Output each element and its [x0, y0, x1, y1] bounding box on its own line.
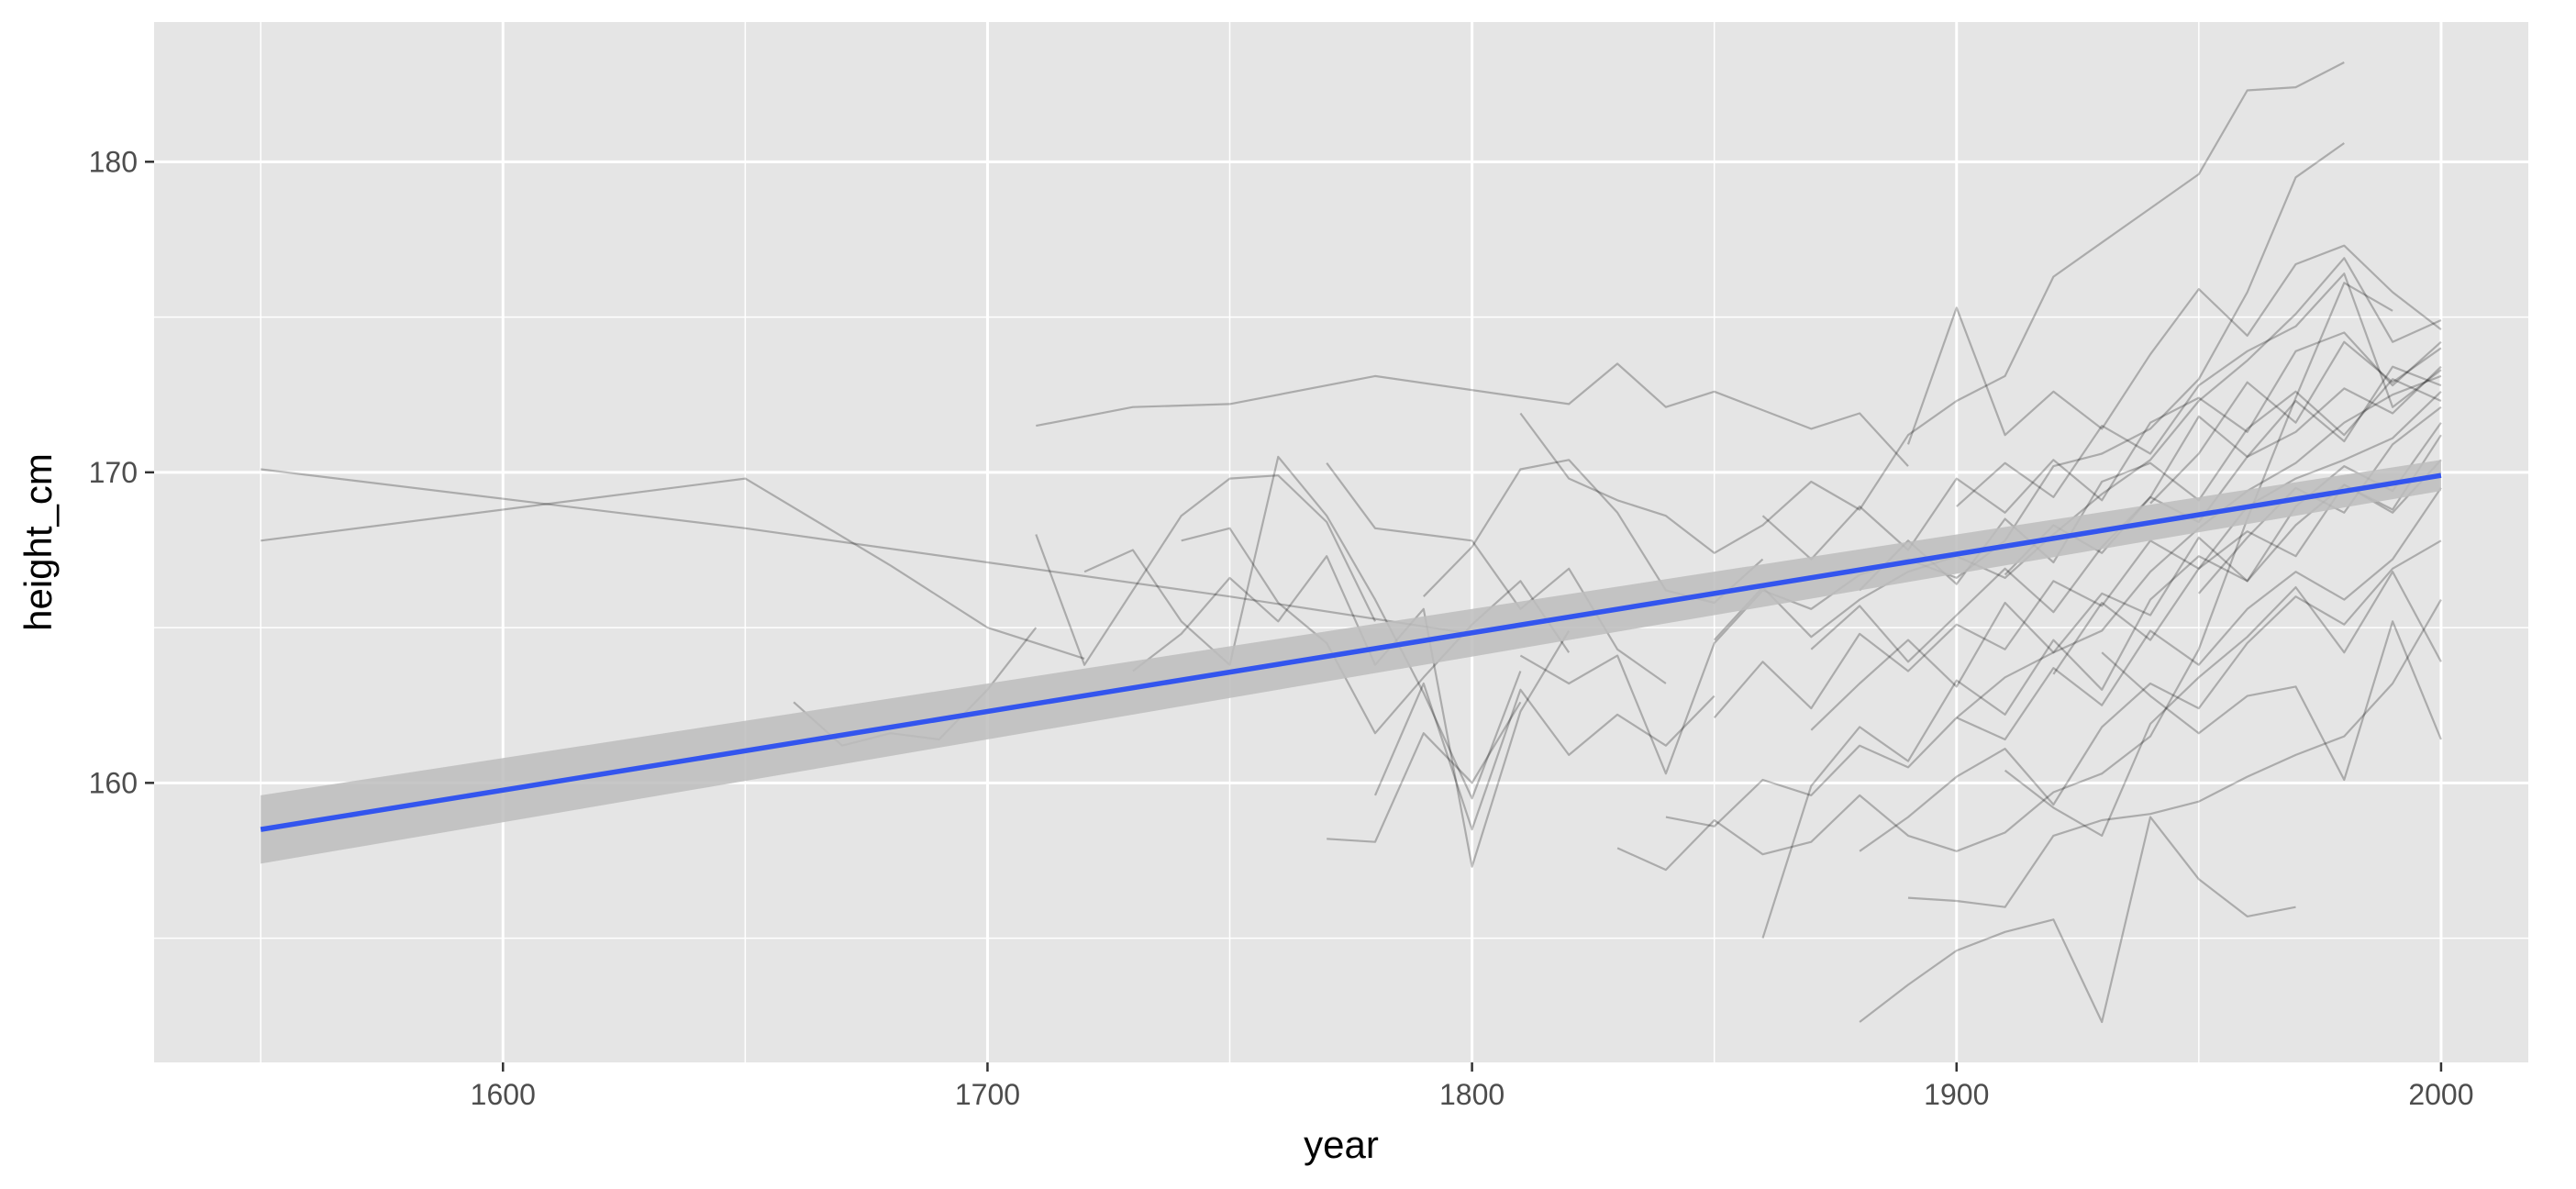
x-tick-label: 1800	[1439, 1078, 1505, 1111]
series-line	[1327, 701, 1522, 843]
y-tick-labels: 160 170 180	[89, 145, 138, 799]
series-line	[1859, 539, 2442, 852]
series-line	[2004, 571, 2442, 838]
y-tick-label: 180	[89, 145, 138, 178]
series-line	[1906, 244, 2442, 445]
series-line	[1616, 282, 2393, 872]
series-line	[1956, 487, 2442, 741]
series-line	[1036, 362, 1909, 467]
trend-line	[260, 472, 2442, 832]
series-line	[1859, 816, 2296, 1024]
x-tick-label: 1600	[471, 1078, 536, 1111]
minor-gridlines	[154, 22, 2528, 1062]
series-line	[1665, 374, 2442, 828]
trend-layer	[260, 460, 2442, 864]
series-line	[1326, 462, 1667, 684]
x-tick-labels: 1600 1700 1800 1900 2000	[471, 1078, 2474, 1111]
x-tick-label: 1900	[1924, 1078, 1989, 1111]
axis-ticks	[145, 161, 2443, 1072]
series-line	[1907, 599, 2442, 908]
x-axis-title: year	[1304, 1123, 1379, 1166]
x-tick-label: 2000	[2408, 1078, 2473, 1111]
series-line	[1519, 61, 2345, 554]
series-line	[1083, 455, 1522, 800]
series-line	[1713, 257, 2442, 641]
series-line	[1181, 527, 1571, 735]
x-tick-label: 1700	[955, 1078, 1020, 1111]
series-line	[261, 477, 1085, 660]
series-line	[1373, 682, 1715, 831]
series-line	[1859, 378, 2442, 592]
series-line	[2149, 340, 2442, 505]
series-line	[1713, 391, 2442, 719]
series-line	[1132, 555, 1571, 868]
y-tick-label: 160	[89, 766, 138, 799]
series-line	[1035, 474, 1376, 666]
series-line	[261, 468, 1472, 635]
series-line	[2101, 620, 2442, 782]
series-line	[1956, 272, 2442, 507]
series-line	[1761, 331, 2442, 561]
y-tick-label: 170	[89, 456, 138, 489]
y-axis-title: height_cm	[17, 453, 60, 631]
confidence-band	[261, 460, 2441, 864]
